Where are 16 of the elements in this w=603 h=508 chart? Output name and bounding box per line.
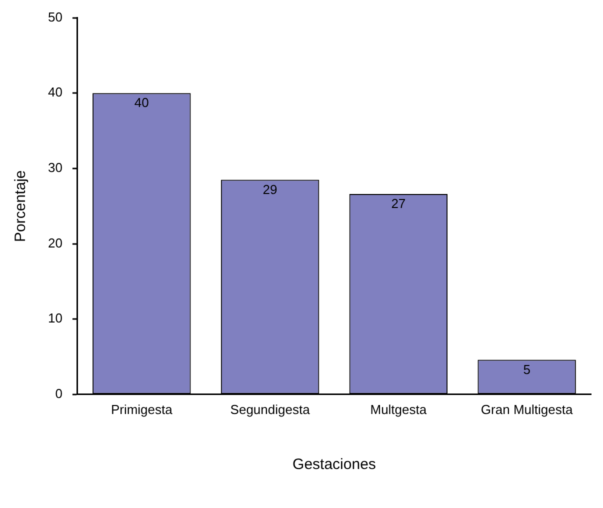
x-tick-label: Primigesta <box>110 402 174 417</box>
y-tick-label: 0 <box>55 386 62 401</box>
data-label: 40 <box>134 95 149 110</box>
data-label: 5 <box>523 362 530 377</box>
data-label: 29 <box>262 182 278 197</box>
x-tick-label: Gran Multigesta <box>480 402 574 417</box>
y-tick-label: 30 <box>48 160 62 176</box>
x-tick-label: Segundigesta <box>230 402 311 417</box>
x-tick-label: Multgesta <box>370 402 428 417</box>
data-label: 27 <box>391 196 406 212</box>
y-axis-title: Porcentaje <box>12 170 30 242</box>
y-tick-label: 50 <box>48 9 62 24</box>
y-tick-label: 20 <box>48 235 62 250</box>
x-axis-title: Gestaciones <box>292 456 376 474</box>
y-tick-label: 10 <box>48 310 62 326</box>
y-tick-label: 40 <box>48 84 62 100</box>
